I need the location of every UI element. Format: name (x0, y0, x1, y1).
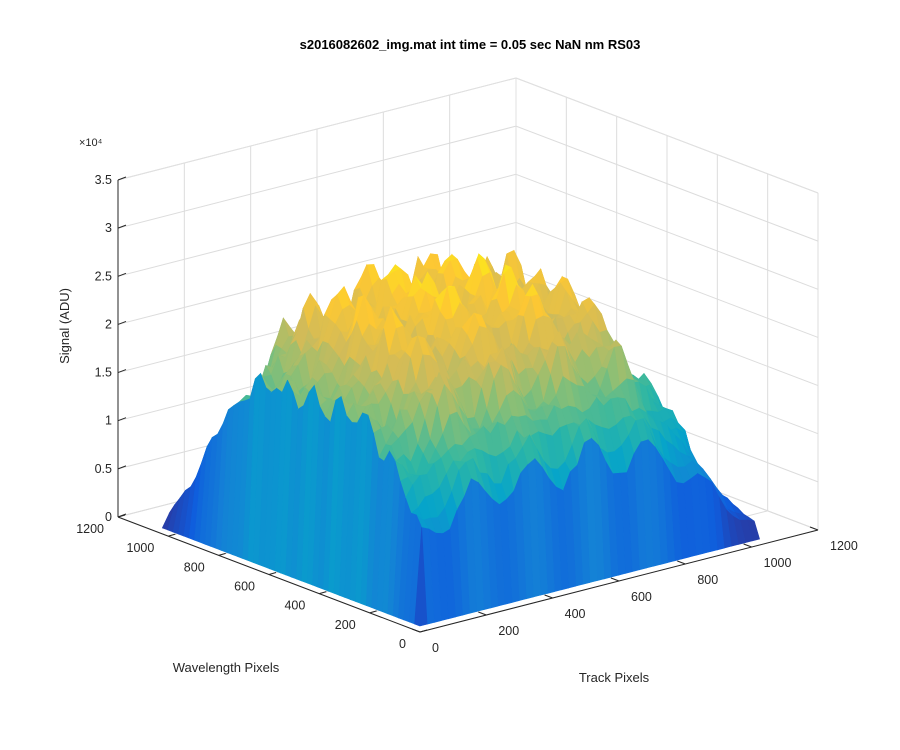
y-tick (168, 533, 176, 537)
y-tick-label: 0 (399, 637, 406, 651)
x-tick (610, 577, 620, 582)
z-tick (117, 417, 127, 422)
x-axis-label: Track Pixels (579, 670, 650, 685)
z-tick (117, 320, 127, 325)
x-tick (743, 543, 752, 548)
x-tick-label: 600 (631, 590, 652, 604)
y-tick-label: 200 (335, 618, 356, 632)
z-tick (117, 369, 127, 374)
z-tick-label: 1.5 (95, 366, 112, 380)
grid-line (117, 221, 517, 325)
box-edge (515, 77, 819, 194)
z-tick-label: 3.5 (95, 173, 112, 187)
y-tick (369, 610, 377, 614)
z-tick-label: 0 (105, 510, 112, 524)
x-tick (809, 526, 819, 531)
z-tick-label: 2.5 (95, 269, 112, 283)
x-tick-label: 1200 (830, 539, 858, 553)
x-tick (411, 628, 421, 633)
y-tick (218, 552, 226, 556)
x-tick (478, 611, 487, 616)
y-tick (117, 514, 126, 518)
y-tick-label: 1000 (127, 541, 155, 555)
y-tick (319, 591, 327, 595)
z-tick-label: 0.5 (95, 462, 112, 476)
z-axis-label: Signal (ADU) (57, 288, 72, 364)
x-tick-label: 800 (697, 573, 718, 587)
z-tick-label: 1 (105, 414, 112, 428)
x-tick-label: 400 (565, 607, 586, 621)
y-tick-label: 600 (234, 580, 255, 594)
x-tick-label: 200 (498, 624, 519, 638)
y-tick (419, 629, 428, 633)
z-tick (117, 176, 127, 181)
x-tick (544, 594, 553, 599)
y-tick-label: 400 (284, 599, 305, 613)
y-tick (268, 572, 277, 575)
axis-labels: 00.511.522.533.5020040060080010001200020… (76, 173, 858, 655)
y-axis-label: Wavelength Pixels (173, 660, 280, 675)
chart-title: s2016082602_img.mat int time = 0.05 sec … (300, 37, 641, 52)
grid-line (515, 125, 819, 242)
z-tick (117, 272, 127, 277)
z-tick-label: 3 (105, 221, 112, 235)
box-edge (117, 77, 517, 181)
axes (117, 176, 819, 633)
signal-surface (161, 249, 760, 627)
grid-line (117, 173, 517, 277)
surface-cell (414, 527, 428, 627)
z-tick (117, 465, 127, 470)
x-tick (677, 560, 686, 565)
y-tick-label: 800 (184, 560, 205, 574)
z-axis-exponent: ×10⁴ (79, 137, 103, 149)
x-tick-label: 0 (432, 641, 439, 655)
y-tick-label: 1200 (76, 522, 104, 536)
grid-line (515, 221, 819, 338)
grid-line (515, 173, 819, 290)
x-tick-label: 1000 (764, 556, 792, 570)
z-tick-label: 2 (105, 317, 112, 331)
z-tick (117, 224, 127, 229)
grid-line (117, 125, 517, 229)
